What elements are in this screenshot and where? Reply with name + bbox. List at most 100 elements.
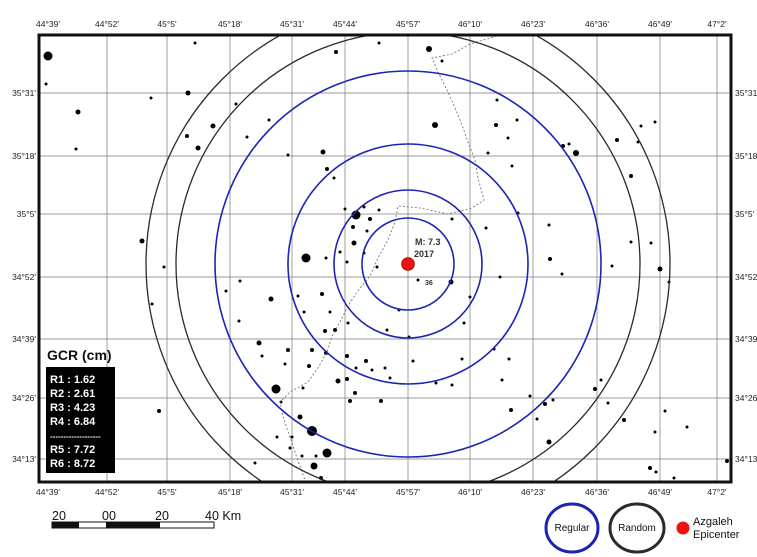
gcr-row-r6: R6 : 8.72 (50, 458, 95, 470)
gcr-rings (145, 35, 671, 482)
earthquake-dot (567, 142, 571, 146)
earthquake-dot (411, 359, 415, 363)
earthquake-dot (364, 359, 368, 363)
earthquake-dot (314, 454, 318, 458)
coordinate-tick-label: 34°39' (735, 334, 757, 344)
coordinate-tick-label: 46°10' (458, 487, 482, 497)
earthquake-dot (320, 292, 324, 296)
earthquake-dot (238, 279, 242, 283)
coordinate-tick-label: 45°57' (396, 19, 420, 29)
earthquake-dot (484, 226, 488, 230)
scale-bar: 20 00 20 40 Km (51, 509, 241, 529)
earthquake-dot (515, 118, 519, 122)
earthquake-dot (506, 136, 510, 140)
earthquake-dot (510, 164, 514, 168)
earthquake-dot (528, 394, 532, 398)
scale-label-0: 20 (52, 509, 66, 523)
earthquake-dot (310, 462, 318, 470)
earthquake-dot (353, 391, 357, 395)
coordinate-tick-label: 34°52' (12, 272, 36, 282)
earthquake-dot (385, 328, 389, 332)
coordinate-tick-label: 45°44' (333, 19, 357, 29)
random-gcr-ring (175, 35, 641, 482)
coordinate-tick-label: 47°2' (707, 487, 727, 497)
coordinate-tick-label: 46°36' (585, 487, 609, 497)
earthquake-dot (286, 153, 290, 157)
earthquake-dot (301, 386, 305, 390)
earthquake-dot (495, 98, 499, 102)
earthquake-dot (416, 278, 420, 282)
earthquake-dot (283, 362, 287, 366)
right-latitude-labels: 35°31' 35°18' 35°5' 34°52' 34°39' 34°26' 34°13… (735, 88, 757, 464)
gcr-row-r3: R3 : 4.23 (50, 402, 95, 414)
earthquake-dot (185, 90, 191, 96)
earthquake-dot (653, 430, 657, 434)
earthquake-dot (343, 207, 347, 211)
earthquake-dot (245, 135, 249, 139)
earthquake-dot (296, 294, 300, 298)
bottom-longitude-labels: 44°39' 44°52' 45°5' 45°18' 45°31' 45°44' 45°57… (36, 487, 727, 497)
earthquake-dot (547, 223, 551, 227)
earthquake-dot (649, 241, 653, 245)
earthquake-dot (486, 151, 490, 155)
earthquake-dot (551, 398, 555, 402)
earthquake-dot (345, 377, 349, 381)
earthquake-dot (43, 51, 53, 61)
regular-gcr-ring (287, 143, 529, 385)
earthquake-dot (320, 149, 326, 155)
gcr-separator: ------------------- (50, 432, 101, 441)
coordinate-tick-label: 46°10' (458, 19, 482, 29)
gcr-row-r4: R4 : 6.84 (50, 416, 96, 428)
coordinate-tick-label: 46°49' (648, 487, 672, 497)
coordinate-tick-label: 44°39' (36, 19, 60, 29)
ring-legend: Regular Random Azgaleh Epicenter (544, 502, 740, 554)
earthquake-dot (379, 399, 383, 403)
graticule-grid (39, 35, 731, 482)
earthquake-dot (149, 96, 153, 100)
coordinate-tick-label: 45°18' (218, 487, 242, 497)
earthquake-dot (210, 123, 216, 129)
earthquake-dot (325, 167, 329, 171)
earthquake-dot (328, 310, 332, 314)
coordinate-tick-label: 44°52' (95, 19, 119, 29)
earthquake-dot (450, 383, 454, 387)
earthquake-dot (543, 402, 547, 406)
earthquake-dot (365, 229, 369, 233)
earthquake-dot (648, 466, 652, 470)
earthquake-dot (494, 123, 498, 127)
coordinate-tick-label: 45°44' (333, 487, 357, 497)
left-latitude-labels: 35°31' 35°18' 35°5' 34°52' 34°39' 34°26' 34°13… (12, 88, 36, 464)
earthquake-dot (234, 102, 238, 106)
earthquake-dot (300, 454, 304, 458)
earthquake-dot (460, 357, 464, 361)
coordinate-tick-label: 34°26' (12, 393, 36, 403)
earthquake-dot (606, 401, 610, 405)
earthquake-dot (573, 150, 579, 156)
coordinate-tick-label: 46°36' (585, 19, 609, 29)
top-longitude-labels: 44°39' 44°52' 45°5' 45°18' 45°31' 45°44' 45°57… (36, 19, 727, 29)
earthquake-dot (468, 295, 472, 299)
earthquake-dot (185, 134, 189, 138)
epicenter-swatch (676, 521, 690, 535)
coordinate-tick-label: 34°52' (735, 272, 757, 282)
earthquake-dot (432, 122, 438, 128)
coordinate-tick-label: 45°31' (280, 487, 304, 497)
earthquake-dot (462, 321, 466, 325)
earthquake-dot (348, 399, 352, 403)
earthquake-dot (256, 340, 262, 346)
gcr-row-r1: R1 : 1.62 (50, 374, 95, 386)
regular-ring-swatch (544, 502, 600, 554)
earthquake-dot (157, 409, 161, 413)
coordinate-tick-label: 35°5' (735, 209, 755, 219)
earthquake-dot (75, 109, 81, 115)
earthquake-dot (310, 348, 314, 352)
scale-label-2: 20 (155, 509, 169, 523)
border-line (279, 35, 498, 481)
coordinate-tick-label: 34°13' (12, 454, 36, 464)
earthquake-dot (260, 354, 264, 358)
epicenter-legend-label-1: Azgaleh (693, 516, 733, 528)
earthquake-dot (663, 409, 667, 413)
coordinate-tick-label: 35°5' (17, 209, 37, 219)
coordinate-tick-label: 45°31' (280, 19, 304, 29)
